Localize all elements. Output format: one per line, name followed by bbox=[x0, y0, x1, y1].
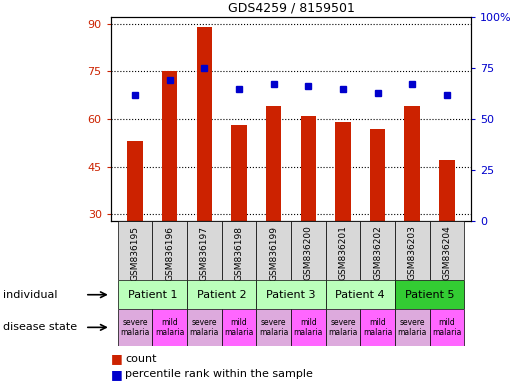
Text: GSM836195: GSM836195 bbox=[130, 225, 140, 281]
Bar bbox=[152, 309, 187, 346]
Bar bbox=[430, 221, 465, 280]
Bar bbox=[325, 309, 360, 346]
Bar bbox=[187, 221, 221, 280]
Bar bbox=[430, 309, 465, 346]
Bar bbox=[197, 27, 212, 221]
Bar bbox=[117, 280, 187, 309]
Text: percentile rank within the sample: percentile rank within the sample bbox=[125, 369, 313, 379]
Bar bbox=[256, 221, 291, 280]
Bar bbox=[256, 280, 325, 309]
Text: severe
malaria: severe malaria bbox=[328, 318, 357, 337]
Text: Patient 1: Patient 1 bbox=[128, 290, 177, 300]
Bar bbox=[370, 129, 385, 221]
Text: disease state: disease state bbox=[3, 322, 77, 333]
Text: mild
malaria: mild malaria bbox=[432, 318, 461, 337]
Text: mild
malaria: mild malaria bbox=[155, 318, 184, 337]
Bar bbox=[266, 106, 281, 221]
Text: GSM836197: GSM836197 bbox=[200, 225, 209, 281]
Text: ■: ■ bbox=[111, 368, 123, 381]
Bar bbox=[221, 221, 256, 280]
Text: GSM836199: GSM836199 bbox=[269, 225, 278, 281]
Bar bbox=[162, 71, 178, 221]
Text: ■: ■ bbox=[111, 353, 123, 366]
Bar bbox=[152, 221, 187, 280]
Text: GSM836204: GSM836204 bbox=[442, 225, 452, 280]
Bar bbox=[325, 280, 395, 309]
Text: mild
malaria: mild malaria bbox=[294, 318, 323, 337]
Bar bbox=[117, 309, 152, 346]
Text: severe
malaria: severe malaria bbox=[121, 318, 150, 337]
Title: GDS4259 / 8159501: GDS4259 / 8159501 bbox=[228, 2, 354, 15]
Text: Patient 2: Patient 2 bbox=[197, 290, 247, 300]
Bar bbox=[187, 280, 256, 309]
Bar bbox=[395, 280, 465, 309]
Bar bbox=[325, 221, 360, 280]
Bar bbox=[127, 141, 143, 221]
Text: GSM836198: GSM836198 bbox=[234, 225, 244, 281]
Bar bbox=[187, 309, 221, 346]
Text: GSM836200: GSM836200 bbox=[304, 225, 313, 280]
Bar bbox=[395, 221, 430, 280]
Text: GSM836202: GSM836202 bbox=[373, 225, 382, 280]
Text: Patient 3: Patient 3 bbox=[266, 290, 316, 300]
Text: severe
malaria: severe malaria bbox=[259, 318, 288, 337]
Text: GSM836201: GSM836201 bbox=[338, 225, 348, 280]
Text: mild
malaria: mild malaria bbox=[363, 318, 392, 337]
Bar bbox=[291, 221, 325, 280]
Bar bbox=[301, 116, 316, 221]
Bar bbox=[404, 106, 420, 221]
Text: severe
malaria: severe malaria bbox=[190, 318, 219, 337]
Bar bbox=[395, 309, 430, 346]
Bar bbox=[360, 221, 395, 280]
Bar bbox=[117, 221, 152, 280]
Bar bbox=[335, 122, 351, 221]
Bar bbox=[221, 309, 256, 346]
Bar bbox=[439, 161, 455, 221]
Text: Patient 5: Patient 5 bbox=[405, 290, 454, 300]
Text: GSM836203: GSM836203 bbox=[408, 225, 417, 280]
Bar bbox=[256, 309, 291, 346]
Bar bbox=[360, 309, 395, 346]
Bar bbox=[291, 309, 325, 346]
Text: count: count bbox=[125, 354, 157, 364]
Bar bbox=[231, 126, 247, 221]
Text: Patient 4: Patient 4 bbox=[335, 290, 385, 300]
Text: individual: individual bbox=[3, 290, 57, 300]
Text: mild
malaria: mild malaria bbox=[225, 318, 254, 337]
Text: GSM836196: GSM836196 bbox=[165, 225, 174, 281]
Text: severe
malaria: severe malaria bbox=[398, 318, 427, 337]
